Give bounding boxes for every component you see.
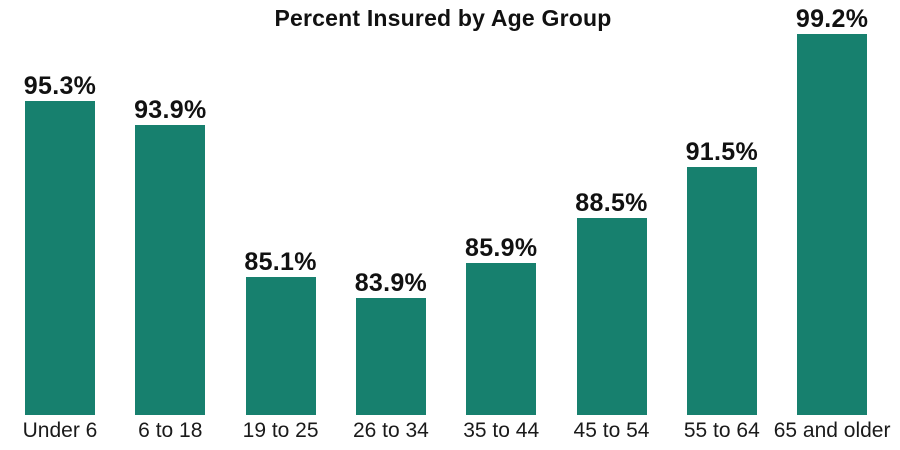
bar xyxy=(135,125,206,415)
bar xyxy=(25,101,95,415)
bar-value-label: 95.3% xyxy=(23,72,97,101)
bar xyxy=(576,218,647,415)
bar-value-label: 85.9% xyxy=(464,234,538,263)
bar xyxy=(466,263,537,415)
bar-category-label: 35 to 44 xyxy=(463,419,540,442)
bar-category-label: 26 to 34 xyxy=(352,419,429,442)
bar xyxy=(797,33,868,415)
bar-value-label: 85.1% xyxy=(244,248,317,277)
bar-category-label: 65 and older xyxy=(773,419,891,442)
bar-category-label: 19 to 25 xyxy=(242,419,319,442)
bar-category-label: 6 to 18 xyxy=(138,419,203,442)
bar-value-label: 83.9% xyxy=(354,268,428,297)
bar-value-label: 91.5% xyxy=(685,137,758,166)
bar-category-label: Under 6 xyxy=(22,419,98,442)
bar-category-label: 55 to 64 xyxy=(683,419,760,442)
bar xyxy=(355,297,426,415)
bar-value-label: 88.5% xyxy=(575,189,648,218)
bar xyxy=(245,277,316,415)
chart-title: Percent Insured by Age Group xyxy=(274,5,612,31)
bar-category-label: 45 to 54 xyxy=(573,419,650,442)
bar-value-label: 93.9% xyxy=(134,96,207,125)
bar xyxy=(686,166,757,415)
bar-value-label: 99.2% xyxy=(795,4,869,33)
